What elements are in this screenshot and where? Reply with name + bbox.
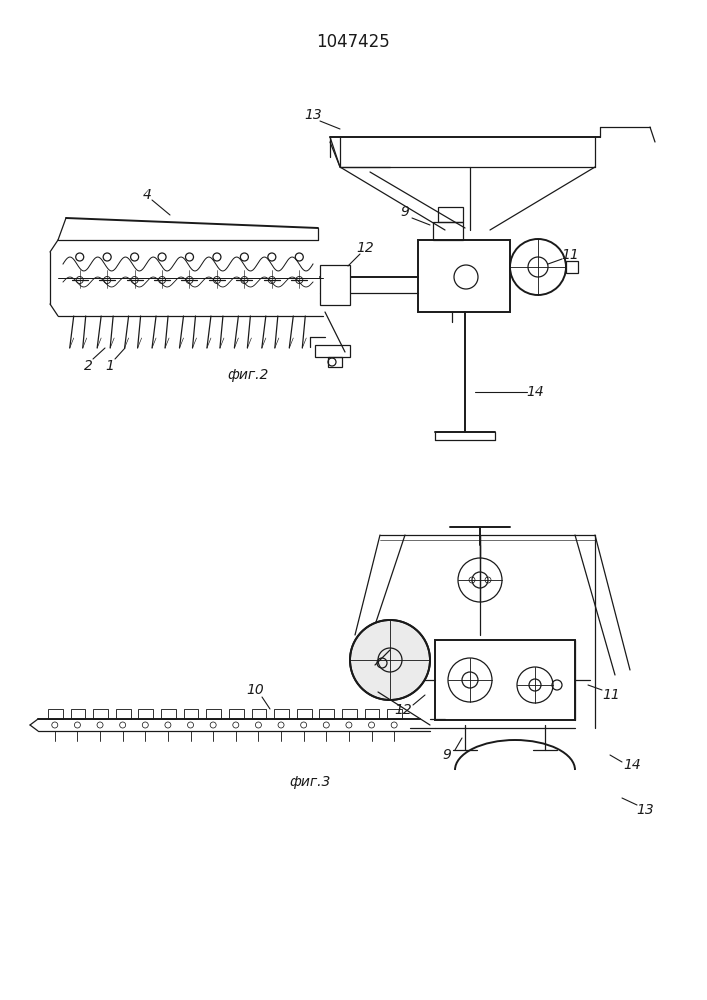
Bar	[365, 709, 380, 719]
Bar	[315, 345, 350, 357]
Bar	[184, 709, 199, 719]
Text: фиг.3: фиг.3	[289, 775, 331, 789]
Bar	[387, 709, 402, 719]
Bar	[320, 265, 350, 305]
Bar	[71, 709, 86, 719]
Text: 9: 9	[443, 748, 452, 762]
Text: фиг.2: фиг.2	[228, 368, 269, 382]
Bar	[433, 222, 463, 240]
Text: 11: 11	[602, 688, 620, 702]
Bar	[161, 709, 176, 719]
Bar	[229, 709, 244, 719]
Bar	[566, 261, 578, 273]
Bar	[48, 709, 63, 719]
Bar	[435, 640, 575, 720]
Text: 13: 13	[636, 803, 654, 817]
Text: 14: 14	[526, 385, 544, 399]
Bar	[116, 709, 131, 719]
Bar	[297, 709, 312, 719]
Bar	[274, 709, 289, 719]
Text: 1047425: 1047425	[316, 33, 390, 51]
Bar	[93, 709, 108, 719]
Bar	[139, 709, 153, 719]
Text: 13: 13	[304, 108, 322, 122]
Text: 14: 14	[623, 758, 641, 772]
Text: 12: 12	[394, 703, 412, 717]
Bar	[206, 709, 221, 719]
Text: 4: 4	[143, 188, 151, 202]
Bar	[342, 709, 357, 719]
Text: 2: 2	[83, 359, 93, 373]
Text: 12: 12	[356, 241, 374, 255]
Bar	[438, 207, 463, 222]
Bar	[328, 357, 342, 367]
Text: 9: 9	[401, 205, 409, 219]
Bar	[252, 709, 267, 719]
Text: 1: 1	[105, 359, 115, 373]
Text: 10: 10	[246, 683, 264, 697]
Bar	[418, 240, 510, 312]
Text: 11: 11	[561, 248, 579, 262]
Bar	[320, 709, 334, 719]
Circle shape	[350, 620, 430, 700]
